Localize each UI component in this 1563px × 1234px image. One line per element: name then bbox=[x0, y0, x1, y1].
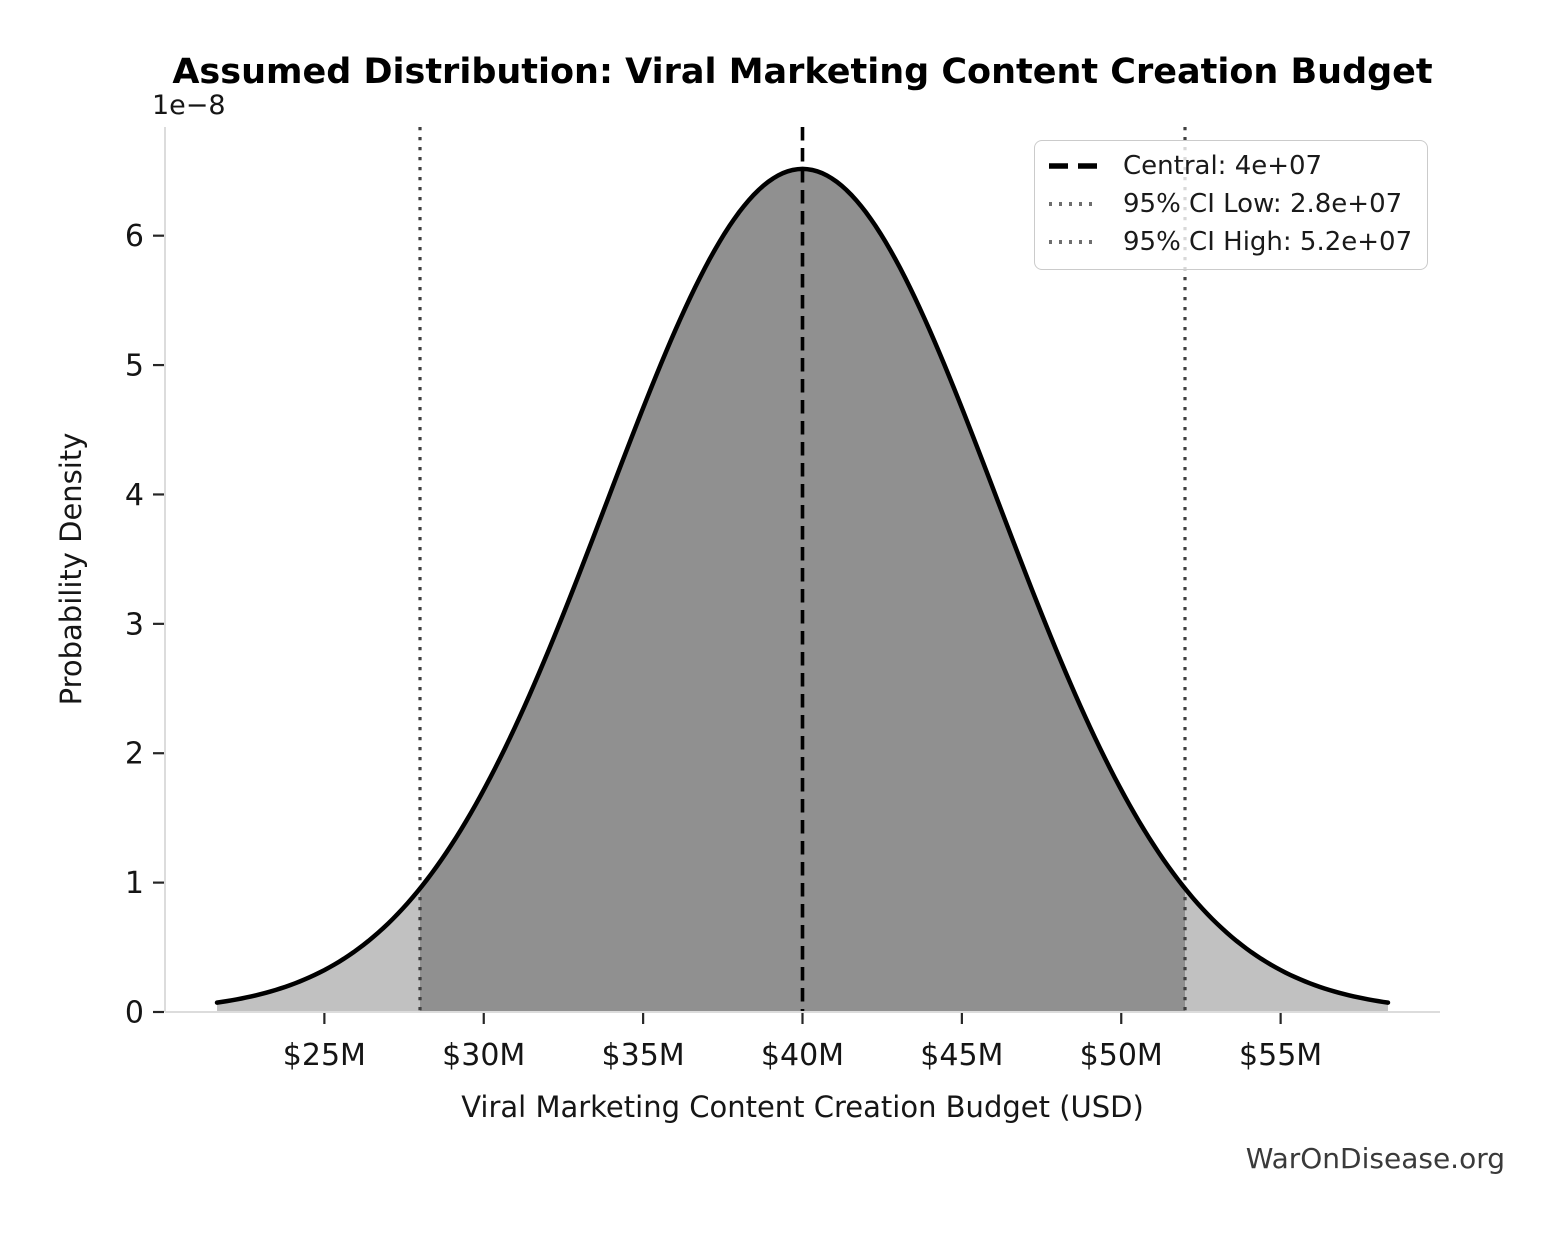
y-tick-label: 5 bbox=[125, 349, 144, 384]
x-tick-label: $55M bbox=[1239, 1038, 1322, 1073]
x-tick-label: $50M bbox=[1080, 1038, 1163, 1073]
y-tick-label: 2 bbox=[125, 737, 144, 772]
watermark: WarOnDisease.org bbox=[1245, 1142, 1505, 1175]
dotted-line-icon bbox=[1049, 202, 1099, 206]
reference-lines-group bbox=[418, 127, 1187, 1012]
ticks-group bbox=[153, 234, 1282, 1024]
y-tick-label: 0 bbox=[125, 996, 144, 1031]
legend-item-ci-high: 95% CI High: 5.2e+07 bbox=[1049, 223, 1413, 261]
y-tick-label: 4 bbox=[125, 478, 144, 513]
tick-labels-group: $25M $30M $35M $40M $45M $50M $55M 0 1 2 3 4 5 6 bbox=[125, 219, 1322, 1073]
x-tick-label: $35M bbox=[602, 1038, 685, 1073]
legend-item-central: Central: 4e+07 bbox=[1049, 147, 1413, 185]
y-tick-label: 3 bbox=[125, 607, 144, 642]
x-axis-label: Viral Marketing Content Creation Budget … bbox=[461, 1090, 1144, 1124]
density-curve bbox=[214, 166, 1391, 1005]
x-tick-label: $45M bbox=[920, 1038, 1003, 1073]
y-tick-label: 6 bbox=[125, 219, 144, 254]
legend-item-ci-low: 95% CI Low: 2.8e+07 bbox=[1049, 185, 1413, 223]
legend-label: Central: 4e+07 bbox=[1123, 151, 1323, 181]
x-tick-label: $25M bbox=[283, 1038, 366, 1073]
legend-label: 95% CI Low: 2.8e+07 bbox=[1123, 189, 1403, 219]
legend: Central: 4e+07 95% CI Low: 2.8e+07 95% C… bbox=[1034, 140, 1428, 270]
spines-group bbox=[164, 127, 1440, 1013]
dashed-line-icon bbox=[1049, 163, 1099, 169]
curve-group bbox=[214, 166, 1391, 1005]
x-tick-label: $30M bbox=[442, 1038, 525, 1073]
legend-label: 95% CI High: 5.2e+07 bbox=[1123, 227, 1413, 257]
y-axis-label: Probability Density bbox=[54, 432, 88, 706]
y-axis-offset-label: 1e−8 bbox=[152, 90, 226, 121]
dotted-line-icon bbox=[1049, 240, 1099, 244]
y-tick-label: 1 bbox=[125, 866, 144, 901]
chart-title: Assumed Distribution: Viral Marketing Co… bbox=[172, 52, 1433, 92]
x-tick-label: $40M bbox=[761, 1038, 844, 1073]
